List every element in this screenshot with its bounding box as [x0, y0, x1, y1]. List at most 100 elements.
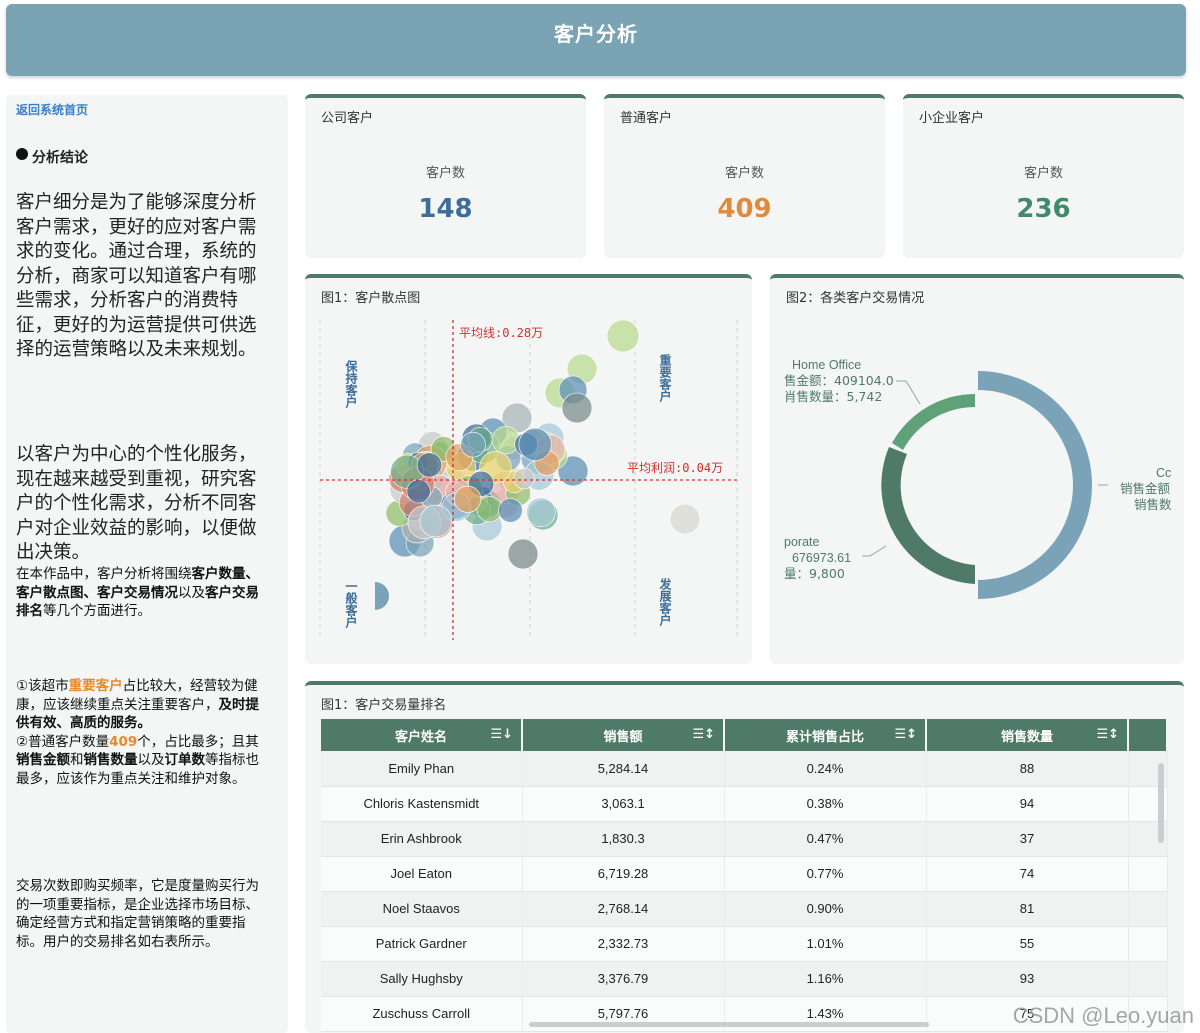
cell-sales: 1,830.3 [522, 821, 725, 857]
text-span: 占比较大，经营较为健康，应该继续重点关注重要客户， [16, 678, 258, 713]
kpi-label: 客户数 [425, 166, 465, 181]
scatter-point[interactable] [375, 582, 389, 610]
cell-quantity: 75 [926, 996, 1129, 1032]
cell-sales: 5,284.14 [522, 751, 725, 787]
cell-sales: 6,719.28 [522, 856, 725, 892]
table-row[interactable]: Noel Staavos 2,768.14 0.90% 81 [321, 891, 1168, 927]
conclusion-paragraph-5: 交易次数即购买频率，它是度量购买行为的一项重要指标，是企业选择市场目标、确定经营… [16, 878, 259, 950]
kpi-card-small-business: 小企业客户 客户数 236 [903, 94, 1184, 258]
table-row[interactable]: Emily Phan 5,284.14 0.24% 88 [321, 751, 1168, 787]
cell-quantity: 94 [926, 786, 1129, 822]
scatter-point[interactable] [507, 538, 539, 570]
label-corporate-name: porate [784, 535, 819, 549]
label-consumer-qty: 销售数 [1134, 497, 1172, 512]
text-span: 以及 [137, 752, 165, 768]
kpi-card-consumer: 普通客户 客户数 409 [604, 94, 885, 258]
label-consumer-amount: 销售金额 [1120, 481, 1171, 496]
scatter-point[interactable] [406, 479, 431, 504]
label-consumer-name: Cc [1156, 466, 1171, 480]
column-header-label: 累计销售占比 [785, 729, 864, 745]
table-horizontal-scrollbar[interactable] [529, 1022, 929, 1027]
average-sales-label: 平均线:0.28万 [459, 326, 543, 340]
quadrant-label-important: 重要客户 [658, 353, 672, 403]
donut-chart: Home Office 售金额：409104.0 肖售数量：5,742 pora… [784, 358, 1172, 599]
column-header-sales[interactable]: 销售额 ☰↕ [522, 719, 725, 751]
bullet-icon [16, 148, 28, 160]
cell-quantity: 81 [926, 891, 1129, 927]
cell-customer-name: Chloris Kastensmidt [321, 786, 523, 822]
donut-chart-title: 图2：各类客户交易情况 [786, 291, 925, 306]
cell-quantity: 74 [926, 856, 1129, 892]
table-row[interactable]: Chloris Kastensmidt 3,063.1 0.38% 94 [321, 786, 1168, 822]
cell-cumulative-share: 0.24% [724, 751, 927, 787]
kpi-card-corporate: 公司客户 客户数 148 [305, 94, 586, 258]
label-leader-line [896, 380, 921, 405]
table-row[interactable]: Joel Eaton 6,719.28 0.77% 74 [321, 856, 1168, 892]
column-header-customer-name[interactable]: 客户姓名 ☰↓ [321, 719, 523, 751]
text-span: 个，占比最多；且其 [137, 733, 259, 750]
donut-slice-home-office [892, 394, 975, 450]
text-span: 和 [70, 752, 84, 768]
sort-desc-icon[interactable]: ☰↓ [490, 727, 513, 742]
scatter-point[interactable] [518, 427, 552, 461]
scatter-point[interactable] [513, 467, 535, 490]
column-header-label: 销售额 [603, 729, 643, 745]
kpi-title: 普通客户 [620, 111, 673, 126]
sort-icon[interactable]: ☰↕ [894, 727, 917, 742]
table-row[interactable]: Erin Ashbrook 1,830.3 0.47% 37 [321, 821, 1168, 857]
cell-cumulative-share: 0.90% [724, 891, 927, 927]
scatter-points [375, 319, 701, 610]
column-header-quantity[interactable]: 销售数量 ☰↕ [926, 719, 1129, 751]
column-header-label: 销售数量 [1000, 729, 1053, 745]
sidebar: 返回系统首页 分析结论 客户细分是为了能够深度分析客户需求，更好的应对客户需求的… [6, 95, 288, 1033]
kpi-title: 小企业客户 [919, 111, 985, 126]
cell-spacer [1128, 996, 1168, 1032]
cell-quantity: 37 [926, 821, 1129, 857]
cell-customer-name: Zuschuss Carroll [321, 996, 523, 1032]
table-row[interactable]: Patrick Gardner 2,332.73 1.01% 55 [321, 926, 1168, 962]
scatter-point[interactable] [606, 319, 640, 353]
label-home-office-name: Home Office [792, 358, 861, 372]
cell-cumulative-share: 0.77% [724, 856, 927, 892]
text-span: ①该超市 [16, 678, 69, 694]
kpi-value: 148 [418, 194, 473, 224]
conclusion-paragraph-4: ①该超市重要客户占比较大，经营较为健康，应该继续重点关注重要客户，及时提供有效、… [16, 677, 272, 788]
scatter-point[interactable] [526, 497, 556, 527]
column-header-cumulative-share[interactable]: 累计销售占比 ☰↕ [724, 719, 927, 751]
label-corporate-qty: 量：9,800 [784, 566, 845, 581]
scatter-point[interactable] [669, 503, 701, 535]
kpi-label: 客户数 [724, 166, 764, 181]
scatter-point[interactable] [460, 431, 486, 458]
sort-icon[interactable]: ☰↕ [1096, 727, 1119, 742]
table-header-row: 客户姓名 ☰↓ 销售额 ☰↕ 累计销售占比 ☰↕ 销售数量 ☰↕ [321, 719, 1168, 751]
watermark-text: CSDN @Leo.yuan [1012, 1003, 1194, 1028]
kpi-label: 客户数 [1023, 166, 1063, 181]
scatter-point[interactable] [498, 498, 523, 523]
ranking-table-title: 图1：客户交易量排名 [321, 698, 447, 713]
text-span: 客户数量、客户散点图、客户交易情况 [16, 566, 259, 601]
sort-icon[interactable]: ☰↕ [692, 727, 715, 742]
scatter-point[interactable] [561, 392, 593, 424]
ranking-table-card: 图1：客户交易量排名 客户姓名 ☰↓ 销售额 ☰↕ 累计销售占比 ☰↕ 销售数量 ☰↕ … [305, 681, 1184, 1033]
scatter-point[interactable] [557, 455, 589, 487]
back-to-home-link[interactable]: 返回系统首页 [16, 103, 89, 117]
page-title: 客户分析 [554, 22, 638, 46]
scatter-chart-card: 图1：客户散点图 平均线:0.28万 平均利润:0.04万 保持客户 重要客户 … [305, 274, 752, 664]
cell-customer-name: Sally Hughsby [321, 961, 523, 997]
cell-spacer [1128, 891, 1168, 927]
text-span: 销售数量 [83, 752, 138, 768]
cell-cumulative-share: 0.47% [724, 821, 927, 857]
scatter-point[interactable] [454, 485, 482, 513]
scatter-point[interactable] [419, 504, 453, 538]
quadrant-label-general: 一般客户 [344, 580, 358, 629]
label-home-office-qty: 肖售数量：5,742 [784, 389, 882, 404]
cell-quantity: 93 [926, 961, 1129, 997]
cell-customer-name: Emily Phan [321, 751, 523, 787]
conclusion-heading-text: 分析结论 [32, 150, 88, 166]
cell-customer-name: Noel Staavos [321, 891, 523, 927]
scatter-point[interactable] [416, 452, 442, 478]
cell-cumulative-share: 0.38% [724, 786, 927, 822]
column-header-label: 客户姓名 [394, 729, 447, 745]
table-vertical-scrollbar[interactable] [1158, 763, 1164, 843]
table-row[interactable]: Sally Hughsby 3,376.79 1.16% 93 [321, 961, 1168, 997]
